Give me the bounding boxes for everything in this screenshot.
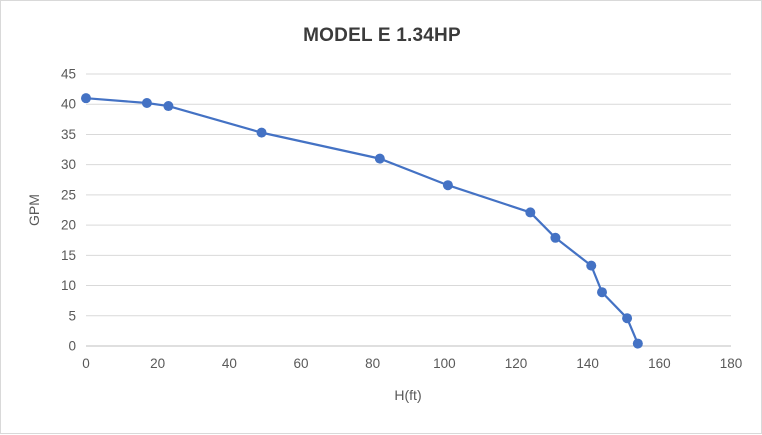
y-tick-label: 25	[61, 187, 76, 202]
data-point-marker	[163, 101, 174, 112]
chart-title: MODEL E 1.34HP	[303, 25, 461, 46]
data-point-marker	[586, 260, 597, 271]
x-tick-label: 120	[505, 356, 528, 371]
data-point-marker	[632, 338, 643, 349]
series-line	[84, 97, 639, 345]
y-axis-title: GPM	[26, 194, 42, 226]
y-tick-label: 20	[61, 218, 76, 233]
y-tick-label: 15	[61, 248, 76, 263]
x-tick-label: 80	[365, 356, 380, 371]
x-axis-title: H(ft)	[394, 387, 421, 403]
data-point-marker	[81, 93, 91, 104]
x-tick-label: 0	[82, 356, 90, 371]
x-tick-label: 140	[576, 356, 599, 371]
data-point-marker	[442, 180, 453, 191]
x-tick-label: 180	[720, 356, 743, 371]
y-tick-label: 40	[61, 97, 76, 112]
data-point-marker	[622, 313, 633, 324]
y-tick-label: 0	[68, 339, 76, 354]
y-tick-label: 45	[61, 67, 76, 82]
x-tick-label: 20	[150, 356, 165, 371]
x-tick-label: 40	[222, 356, 237, 371]
y-tick-label: 30	[61, 157, 76, 172]
x-tick-label: 160	[648, 356, 671, 371]
y-tick-label: 10	[61, 278, 76, 293]
data-point-marker	[597, 287, 607, 298]
data-point-marker	[525, 207, 536, 218]
y-tick-label: 5	[68, 308, 76, 323]
data-point-marker	[256, 127, 267, 138]
x-tick-label: 100	[433, 356, 456, 371]
x-tick-label: 60	[293, 356, 308, 371]
data-point-marker	[550, 232, 561, 243]
data-point-marker	[141, 98, 152, 109]
y-tick-label: 35	[61, 127, 76, 142]
data-point-marker	[374, 153, 385, 164]
